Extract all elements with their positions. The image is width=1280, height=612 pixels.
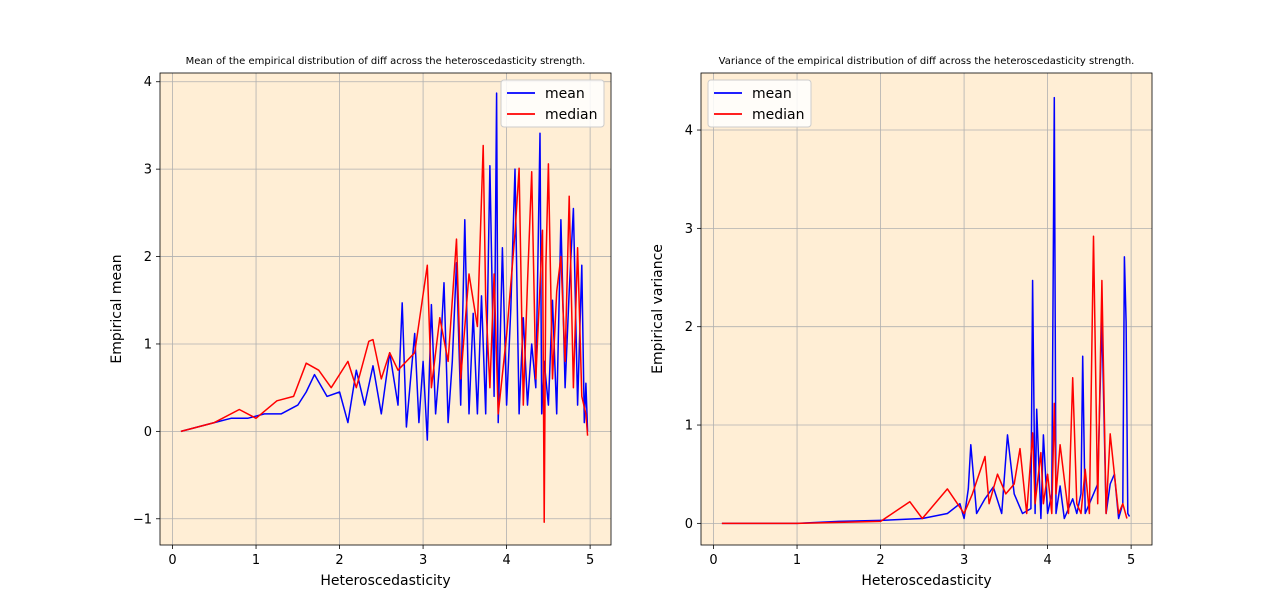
plot-background	[701, 73, 1152, 545]
series-line-median	[180, 144, 589, 524]
x-tick-label: 3	[960, 553, 968, 568]
chart-1: 0 1 2 3 4 5 −1 0 1 2 3 4 Mean of the empirical distr…	[109, 56, 612, 589]
series-line-mean	[721, 96, 1131, 525]
y-tick-label: 2	[144, 250, 152, 265]
legend-box	[500, 79, 605, 128]
legend: mean median	[500, 79, 605, 128]
axes-frame	[159, 72, 612, 546]
legend-box	[707, 79, 812, 128]
legend-label-mean: mean	[752, 86, 792, 102]
x-tick-label: 4	[502, 553, 510, 568]
y-tick-label: 3	[144, 163, 152, 178]
x-tick-label: 0	[168, 553, 176, 568]
legend-label-median: median	[545, 107, 597, 123]
x-tick-label: 2	[876, 553, 884, 568]
legend-label-mean: mean	[545, 86, 585, 102]
plot-background	[160, 73, 611, 545]
x-tick-label: 1	[252, 553, 260, 568]
x-tick-label: 1	[793, 553, 801, 568]
chart-title: Variance of the empirical distribution o…	[719, 56, 1135, 67]
y-tick-label: −1	[133, 512, 152, 527]
y-axis-label: Empirical variance	[650, 244, 666, 374]
x-axis-label: Heteroscedasticity	[320, 573, 450, 589]
chart-2: 0 1 2 3 4 5 0 1 2 3 4 Variance of the empirical dis…	[650, 56, 1153, 589]
y-tick-label: 3	[685, 222, 693, 237]
series-line-median	[721, 235, 1128, 525]
y-tick-label: 0	[144, 425, 152, 440]
y-tick-label: 1	[685, 419, 693, 434]
y-tick-label: 2	[685, 320, 693, 335]
y-axis-label: Empirical mean	[109, 254, 125, 363]
x-tick-label: 5	[1127, 553, 1135, 568]
x-tick-label: 3	[419, 553, 427, 568]
axes-frame	[700, 72, 1153, 546]
x-tick-label: 4	[1043, 553, 1051, 568]
x-tick-label: 0	[709, 553, 717, 568]
legend: mean median	[707, 79, 812, 128]
y-tick-label: 4	[144, 75, 152, 90]
x-tick-label: 2	[335, 553, 343, 568]
legend-label-median: median	[752, 107, 804, 123]
y-tick-label: 0	[685, 517, 693, 532]
y-tick-label: 4	[685, 124, 693, 139]
y-tick-label: 1	[144, 337, 152, 352]
chart-title: Mean of the empirical distribution of di…	[186, 56, 586, 67]
series-line-mean	[180, 92, 589, 441]
x-axis-label: Heteroscedasticity	[861, 573, 991, 589]
x-tick-label: 5	[586, 553, 594, 568]
